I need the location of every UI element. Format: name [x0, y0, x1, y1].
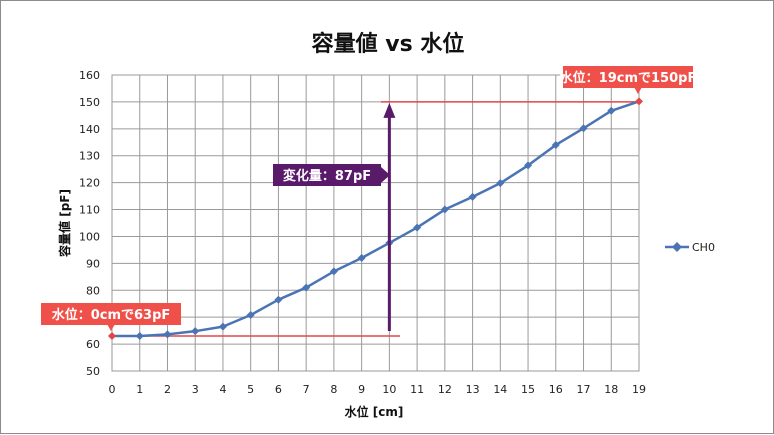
data-point	[607, 106, 616, 115]
x-tick-label: 19	[632, 383, 646, 396]
x-tick-label: 17	[577, 383, 591, 396]
x-axis-label: 水位 [cm]	[345, 404, 404, 419]
x-tick-label: 18	[604, 383, 618, 396]
data-point	[440, 205, 449, 214]
x-tick-label: 0	[109, 383, 116, 396]
y-tick-label: 50	[86, 365, 100, 378]
series-group	[108, 97, 643, 341]
series-line-ch0	[112, 100, 640, 338]
x-tick-label: 10	[382, 383, 396, 396]
x-tick-label: 13	[466, 383, 480, 396]
legend-marker-ch0	[672, 242, 682, 252]
change-callout-box	[273, 164, 381, 186]
change-arrow-head	[383, 102, 396, 118]
data-point	[329, 267, 338, 276]
y-tick-label: 60	[86, 338, 100, 351]
end-callout-tail	[634, 87, 642, 94]
data-point	[163, 330, 172, 339]
x-tick-label: 4	[219, 383, 226, 396]
change-arrow	[383, 102, 396, 331]
y-tick-label: 90	[86, 257, 100, 270]
y-tick-label: 110	[79, 204, 100, 217]
x-tick-label: 15	[521, 383, 535, 396]
data-point	[357, 253, 366, 262]
change-callout-tail	[381, 167, 390, 183]
y-axis-label: 容量値 [pF]	[57, 189, 72, 258]
start-callout-label: 水位：0cmで63pF	[52, 307, 171, 323]
data-point	[274, 295, 283, 304]
x-axis-ticks: 0 1 2 3 4 5 6 7 8 9 10 11 12 13 14 15 16 17 18 19	[109, 383, 647, 396]
start-callout: 水位：0cmで63pF	[41, 303, 181, 331]
data-point	[635, 97, 643, 106]
plot-background	[111, 74, 640, 372]
y-tick-label: 120	[79, 177, 100, 190]
y-tick-label: 100	[79, 230, 100, 243]
data-point	[468, 192, 477, 201]
data-point	[302, 283, 311, 292]
x-tick-label: 6	[275, 383, 282, 396]
data-point	[108, 332, 116, 341]
y-tick-label: 150	[79, 96, 100, 109]
x-tick-label: 9	[358, 383, 365, 396]
x-tick-label: 14	[493, 383, 507, 396]
change-callout-label: 変化量：87pF	[283, 168, 371, 184]
x-tick-label: 7	[303, 383, 310, 396]
y-tick-label: 80	[86, 284, 100, 297]
start-callout-tail	[107, 324, 115, 331]
chart-title: 容量値 vs 水位	[312, 31, 465, 57]
x-tick-label: 2	[164, 383, 171, 396]
end-callout-label: 水位：19cmで150pF	[560, 70, 697, 86]
data-point	[218, 322, 227, 331]
x-tick-label: 3	[192, 383, 199, 396]
data-point	[551, 140, 560, 149]
data-point	[135, 332, 144, 341]
y-axis-ticks: 5060708090100110120130140150160	[79, 69, 100, 378]
data-point	[579, 124, 588, 133]
x-tick-label: 8	[330, 383, 337, 396]
y-tick-label: 160	[79, 69, 100, 82]
x-tick-label: 5	[247, 383, 254, 396]
data-point	[246, 311, 255, 320]
plot-area	[111, 74, 640, 372]
data-point	[524, 161, 533, 170]
x-tick-label: 16	[549, 383, 563, 396]
y-tick-label: 140	[79, 123, 100, 136]
end-callout-box	[563, 66, 693, 88]
x-tick-label: 11	[410, 383, 424, 396]
end-callout: 水位：19cmで150pF	[560, 66, 697, 94]
start-callout-box	[41, 303, 181, 325]
legend-label-ch0: CH0	[692, 241, 715, 254]
y-tick-label: 130	[79, 150, 100, 163]
callouts: 水位：0cmで63pF 水位：19cmで150pF 変化量：87pF	[41, 66, 696, 331]
data-point	[413, 223, 422, 232]
data-point	[496, 179, 505, 188]
legend: CH0	[665, 241, 715, 254]
change-callout: 変化量：87pF	[273, 164, 390, 186]
data-point	[191, 327, 200, 336]
x-tick-label: 12	[438, 383, 452, 396]
x-tick-label: 1	[136, 383, 143, 396]
